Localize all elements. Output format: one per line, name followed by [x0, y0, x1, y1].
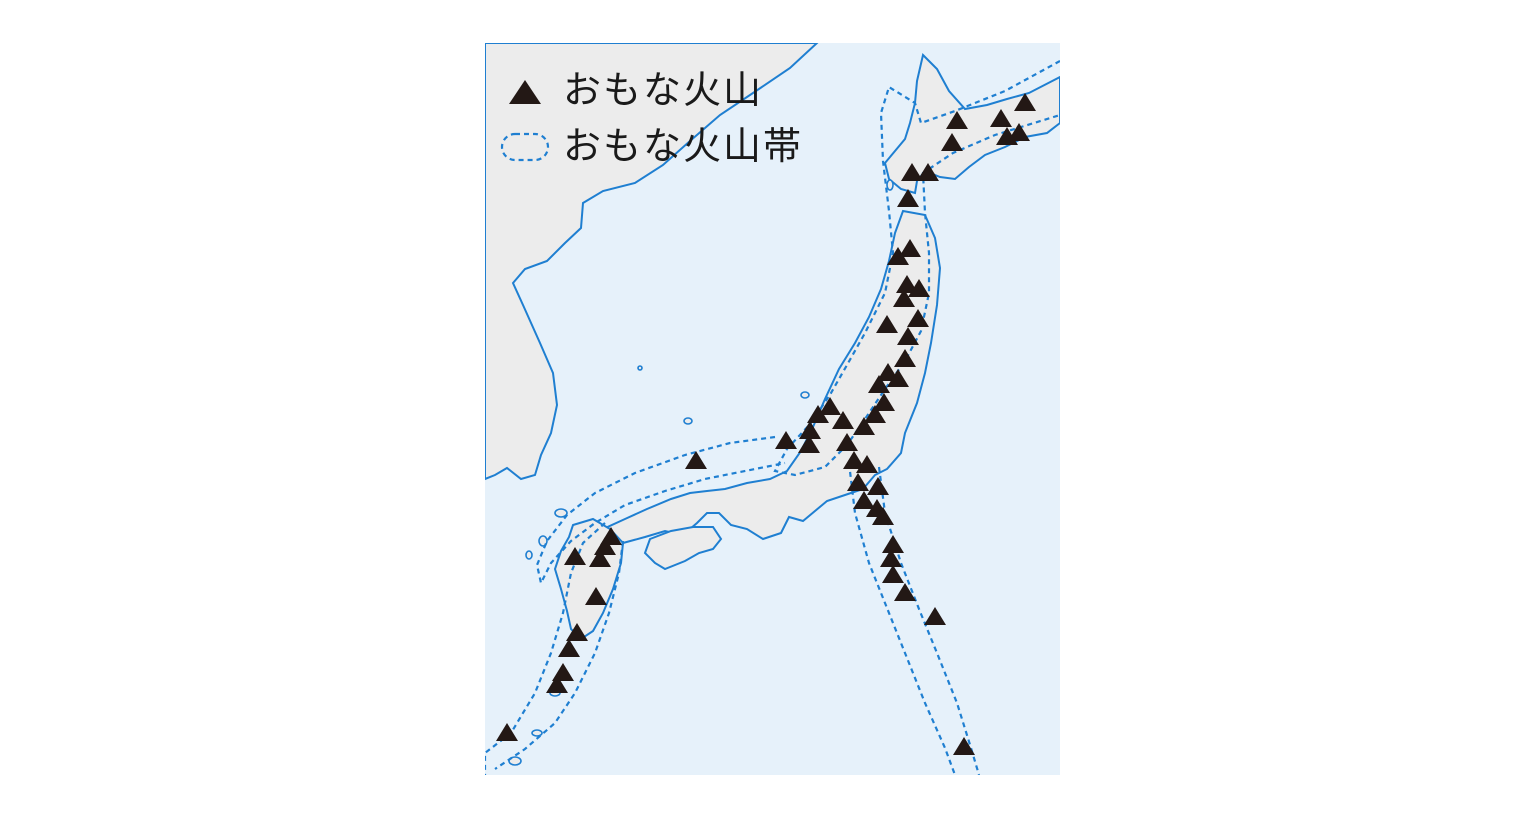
volcano-marker [887, 247, 909, 265]
volcano-marker [864, 405, 886, 423]
legend-volcano-icon [509, 80, 541, 104]
volcano-marker [901, 163, 923, 181]
island-hokkaido [883, 53, 1060, 195]
volcano-markers [496, 93, 1036, 755]
volcano-marker [807, 405, 829, 423]
volcano-marker [819, 397, 841, 415]
volcano-marker [1014, 93, 1036, 111]
volcano-marker [867, 477, 889, 495]
volcano-marker [546, 675, 568, 693]
japan-volcano-map: おもな火山 おもな火山帯 [485, 43, 1060, 775]
island-shikoku [643, 526, 723, 571]
volcano-marker [589, 549, 611, 567]
volcano-marker [585, 587, 607, 605]
volcano-marker [882, 565, 904, 583]
volcano-marker [856, 455, 878, 473]
volcano-marker [847, 473, 869, 491]
volcano-marker [897, 189, 919, 207]
volcano-marker [917, 163, 939, 181]
belt-kyushu-ryukyu [485, 522, 625, 775]
volcano-marker [990, 109, 1012, 127]
volcano-marker [798, 435, 820, 453]
volcano-marker [996, 127, 1018, 145]
volcano-marker [887, 369, 909, 387]
volcano-marker [799, 421, 821, 439]
legend: おもな火山 おもな火山帯 [500, 68, 803, 168]
volcano-marker [882, 535, 904, 553]
volcano-marker [924, 607, 946, 625]
legend-volcano-label: おもな火山 [563, 68, 763, 112]
volcano-marker [564, 547, 586, 565]
volcano-marker [868, 375, 890, 393]
volcano-marker [853, 491, 875, 509]
volcano-marker [953, 737, 975, 755]
volcano-marker [899, 239, 921, 257]
volcano-marker [843, 451, 865, 469]
volcano-marker [876, 315, 898, 333]
volcano-marker [558, 639, 580, 657]
belt-west [535, 435, 786, 587]
volcano-marker [908, 279, 930, 297]
volcano-marker [685, 451, 707, 469]
volcano-marker [896, 275, 918, 293]
volcano-marker [832, 411, 854, 429]
legend-belt-icon [500, 132, 550, 162]
volcano-marker [1008, 123, 1030, 141]
volcano-marker [873, 393, 895, 411]
volcano-marker [836, 433, 858, 451]
volcano-marker [946, 111, 968, 129]
volcano-marker [496, 723, 518, 741]
volcano-marker [941, 133, 963, 151]
volcano-marker [853, 417, 875, 435]
legend-belt-label: おもな火山帯 [563, 124, 803, 168]
mainland-asia [485, 43, 819, 481]
volcano-marker [897, 327, 919, 345]
volcano-marker [907, 309, 929, 327]
volcano-marker [872, 507, 894, 525]
volcano-marker [775, 431, 797, 449]
volcano-marker [566, 623, 588, 641]
volcano-marker [893, 289, 915, 307]
volcano-marker [894, 583, 916, 601]
volcano-marker [880, 549, 902, 567]
volcano-marker [894, 349, 916, 367]
